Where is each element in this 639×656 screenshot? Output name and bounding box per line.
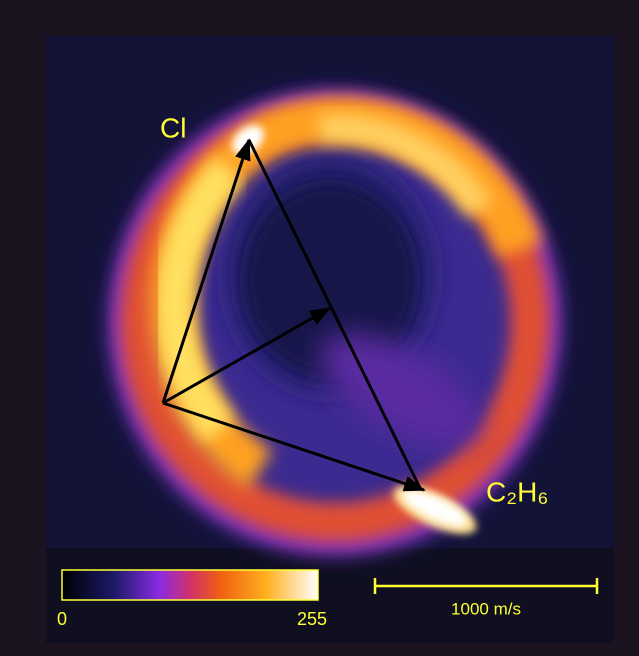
fragment-label: C₂H₆ bbox=[486, 476, 549, 507]
page: Cl C₂H₆ 0 255 1000 m/s (() => { const da… bbox=[0, 0, 639, 656]
figure: Cl C₂H₆ 0 255 1000 m/s bbox=[0, 0, 639, 656]
fragment-label: Cl bbox=[160, 112, 186, 143]
colorbar-min: 0 bbox=[57, 609, 67, 629]
colorbar-max: 255 bbox=[297, 609, 327, 629]
colorbar bbox=[62, 570, 318, 600]
scale-bar-label: 1000 m/s bbox=[451, 599, 521, 618]
